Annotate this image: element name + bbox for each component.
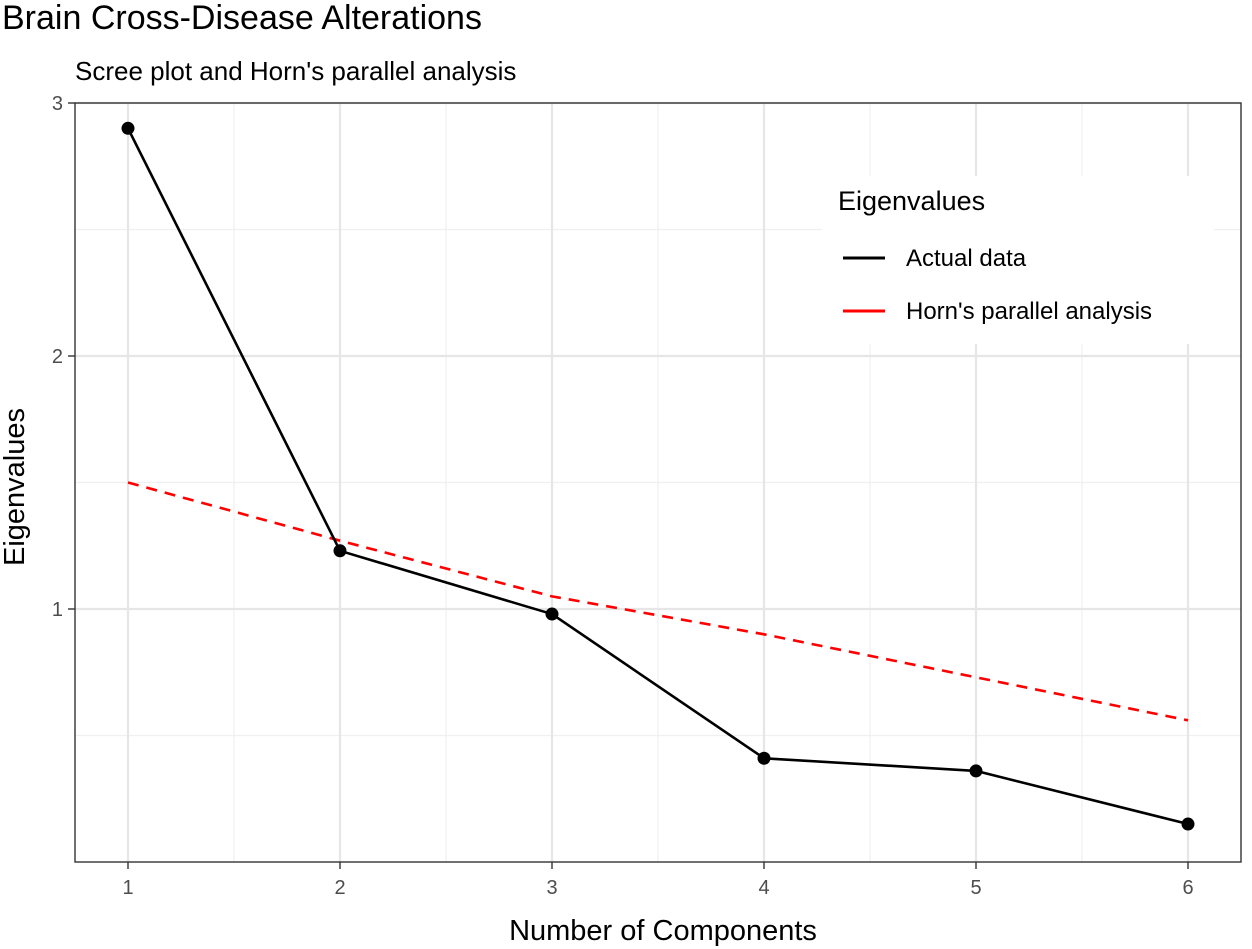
chart-subtitle: Scree plot and Horn's parallel analysis [75,56,516,86]
x-tick-label: 5 [970,877,981,899]
legend: Eigenvalues Actual data Horn's parallel … [822,176,1214,344]
x-axis: 1 2 3 4 5 6 [122,862,1194,899]
data-point-actual-data [545,607,559,621]
y-axis-title: Eigenvalues [0,408,31,566]
x-tick-label: 6 [1182,877,1193,899]
x-tick-label: 3 [546,877,557,899]
legend-label-actual-data: Actual data [906,245,1027,272]
y-tick-label: 2 [52,346,63,368]
data-point-actual-data [757,751,771,765]
chart-title: Brain Cross-Disease Alterations [2,0,482,37]
x-axis-title: Number of Components [509,915,817,947]
y-tick-label: 1 [52,599,63,621]
legend-background [822,176,1214,344]
data-point-actual-data [969,764,983,778]
plot-panel-border [74,102,1242,863]
data-point-actual-data [121,121,135,135]
data-point-actual-data [1181,817,1195,831]
legend-label-horns-parallel-analysis: Horn's parallel analysis [906,298,1152,325]
data-point-actual-data [333,544,347,558]
y-tick-label: 3 [52,93,63,115]
y-axis: 1 2 3 [52,93,75,621]
legend-title: Eigenvalues [838,186,985,216]
series-line-actual-data [126,127,1189,826]
x-tick-label: 1 [122,877,133,899]
x-tick-label: 4 [758,877,769,899]
series-layer [121,121,1195,831]
x-tick-label: 2 [334,877,345,899]
